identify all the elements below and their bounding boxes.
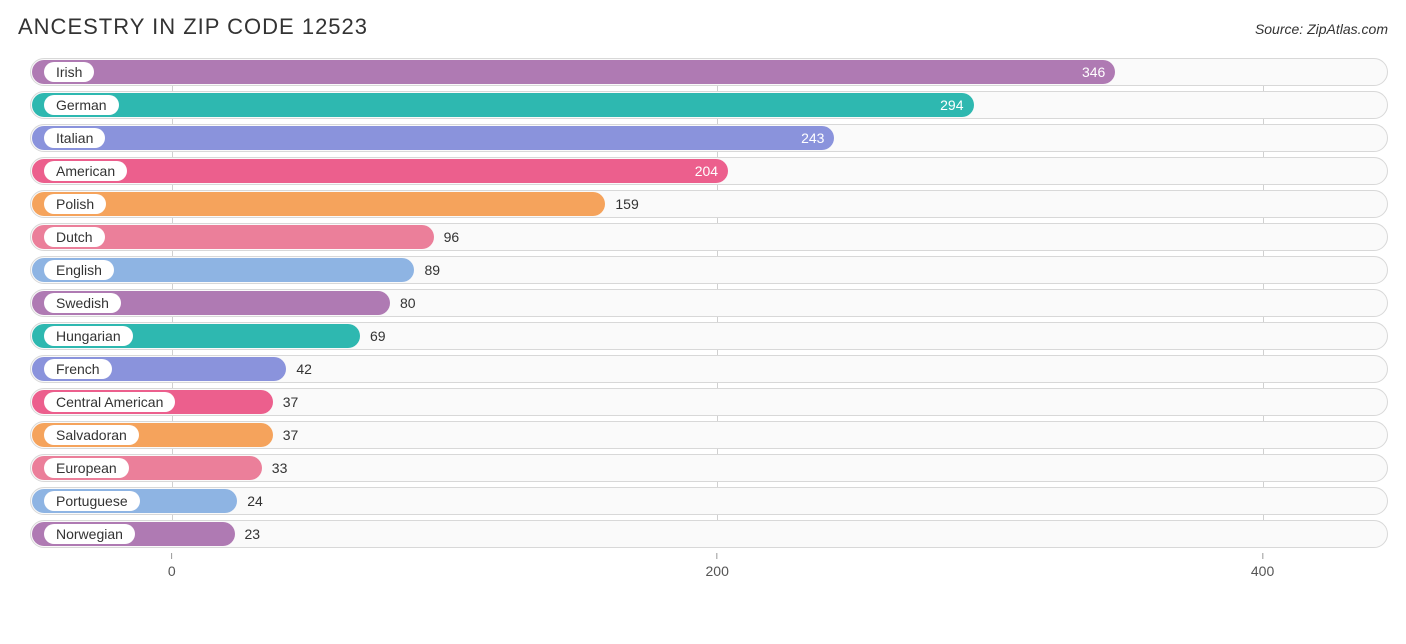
bar-row: French 42: [30, 355, 1388, 383]
bar-row: Portuguese 24: [30, 487, 1388, 515]
bar-label: English: [44, 260, 114, 280]
bar-label: French: [44, 359, 112, 379]
tick-label: 400: [1251, 563, 1274, 579]
bar-row: Norwegian 23: [30, 520, 1388, 548]
bar-row: Hungarian 69: [30, 322, 1388, 350]
bar-value: 33: [262, 454, 298, 482]
bar-row: Italian243: [30, 124, 1388, 152]
bar-label: Hungarian: [44, 326, 133, 346]
bar-value: 204: [30, 157, 728, 185]
bar-value: 69: [360, 322, 396, 350]
bar-row: Irish346: [30, 58, 1388, 86]
bar-label: Polish: [44, 194, 106, 214]
bar-label: Swedish: [44, 293, 121, 313]
x-tick: 400: [1251, 553, 1274, 579]
bar-value: 96: [434, 223, 470, 251]
bar-fill: [32, 192, 605, 216]
bar-value: 159: [605, 190, 648, 218]
bar-value: 37: [273, 421, 309, 449]
x-axis: 0 200 400: [30, 553, 1388, 583]
x-tick: 0: [168, 553, 176, 579]
tick-label: 0: [168, 563, 176, 579]
bar-row: German294: [30, 91, 1388, 119]
bar-label: European: [44, 458, 129, 478]
bar-value: 89: [414, 256, 450, 284]
bar-value: 346: [30, 58, 1115, 86]
chart-area: Irish346 German294 Italian243 American204 Po…: [18, 58, 1388, 583]
tick-mark: [171, 553, 172, 559]
tick-label: 200: [705, 563, 728, 579]
bar-label: Norwegian: [44, 524, 135, 544]
bars-container: Irish346 German294 Italian243 American204 Po…: [30, 58, 1388, 548]
bar-label: Central American: [44, 392, 175, 412]
tick-mark: [1262, 553, 1263, 559]
bar-row: Salvadoran 37: [30, 421, 1388, 449]
bar-value: 80: [390, 289, 426, 317]
bar-value: 42: [286, 355, 322, 383]
bar-row: European 33: [30, 454, 1388, 482]
bar-label: Portuguese: [44, 491, 140, 511]
chart-source: Source: ZipAtlas.com: [1255, 21, 1388, 37]
bar-value: 37: [273, 388, 309, 416]
tick-mark: [717, 553, 718, 559]
bar-row: Dutch 96: [30, 223, 1388, 251]
bar-label: Salvadoran: [44, 425, 139, 445]
bar-row: Polish 159: [30, 190, 1388, 218]
chart-title: ANCESTRY IN ZIP CODE 12523: [18, 14, 368, 40]
bar-row: Swedish 80: [30, 289, 1388, 317]
x-tick: 200: [705, 553, 728, 579]
bar-row: American204: [30, 157, 1388, 185]
bar-value: 24: [237, 487, 273, 515]
bar-row: Central American 37: [30, 388, 1388, 416]
bar-label: Dutch: [44, 227, 105, 247]
bar-row: English 89: [30, 256, 1388, 284]
bar-value: 243: [30, 124, 834, 152]
bar-value: 23: [235, 520, 271, 548]
bar-value: 294: [30, 91, 974, 119]
chart-header: ANCESTRY IN ZIP CODE 12523 Source: ZipAt…: [18, 14, 1388, 40]
